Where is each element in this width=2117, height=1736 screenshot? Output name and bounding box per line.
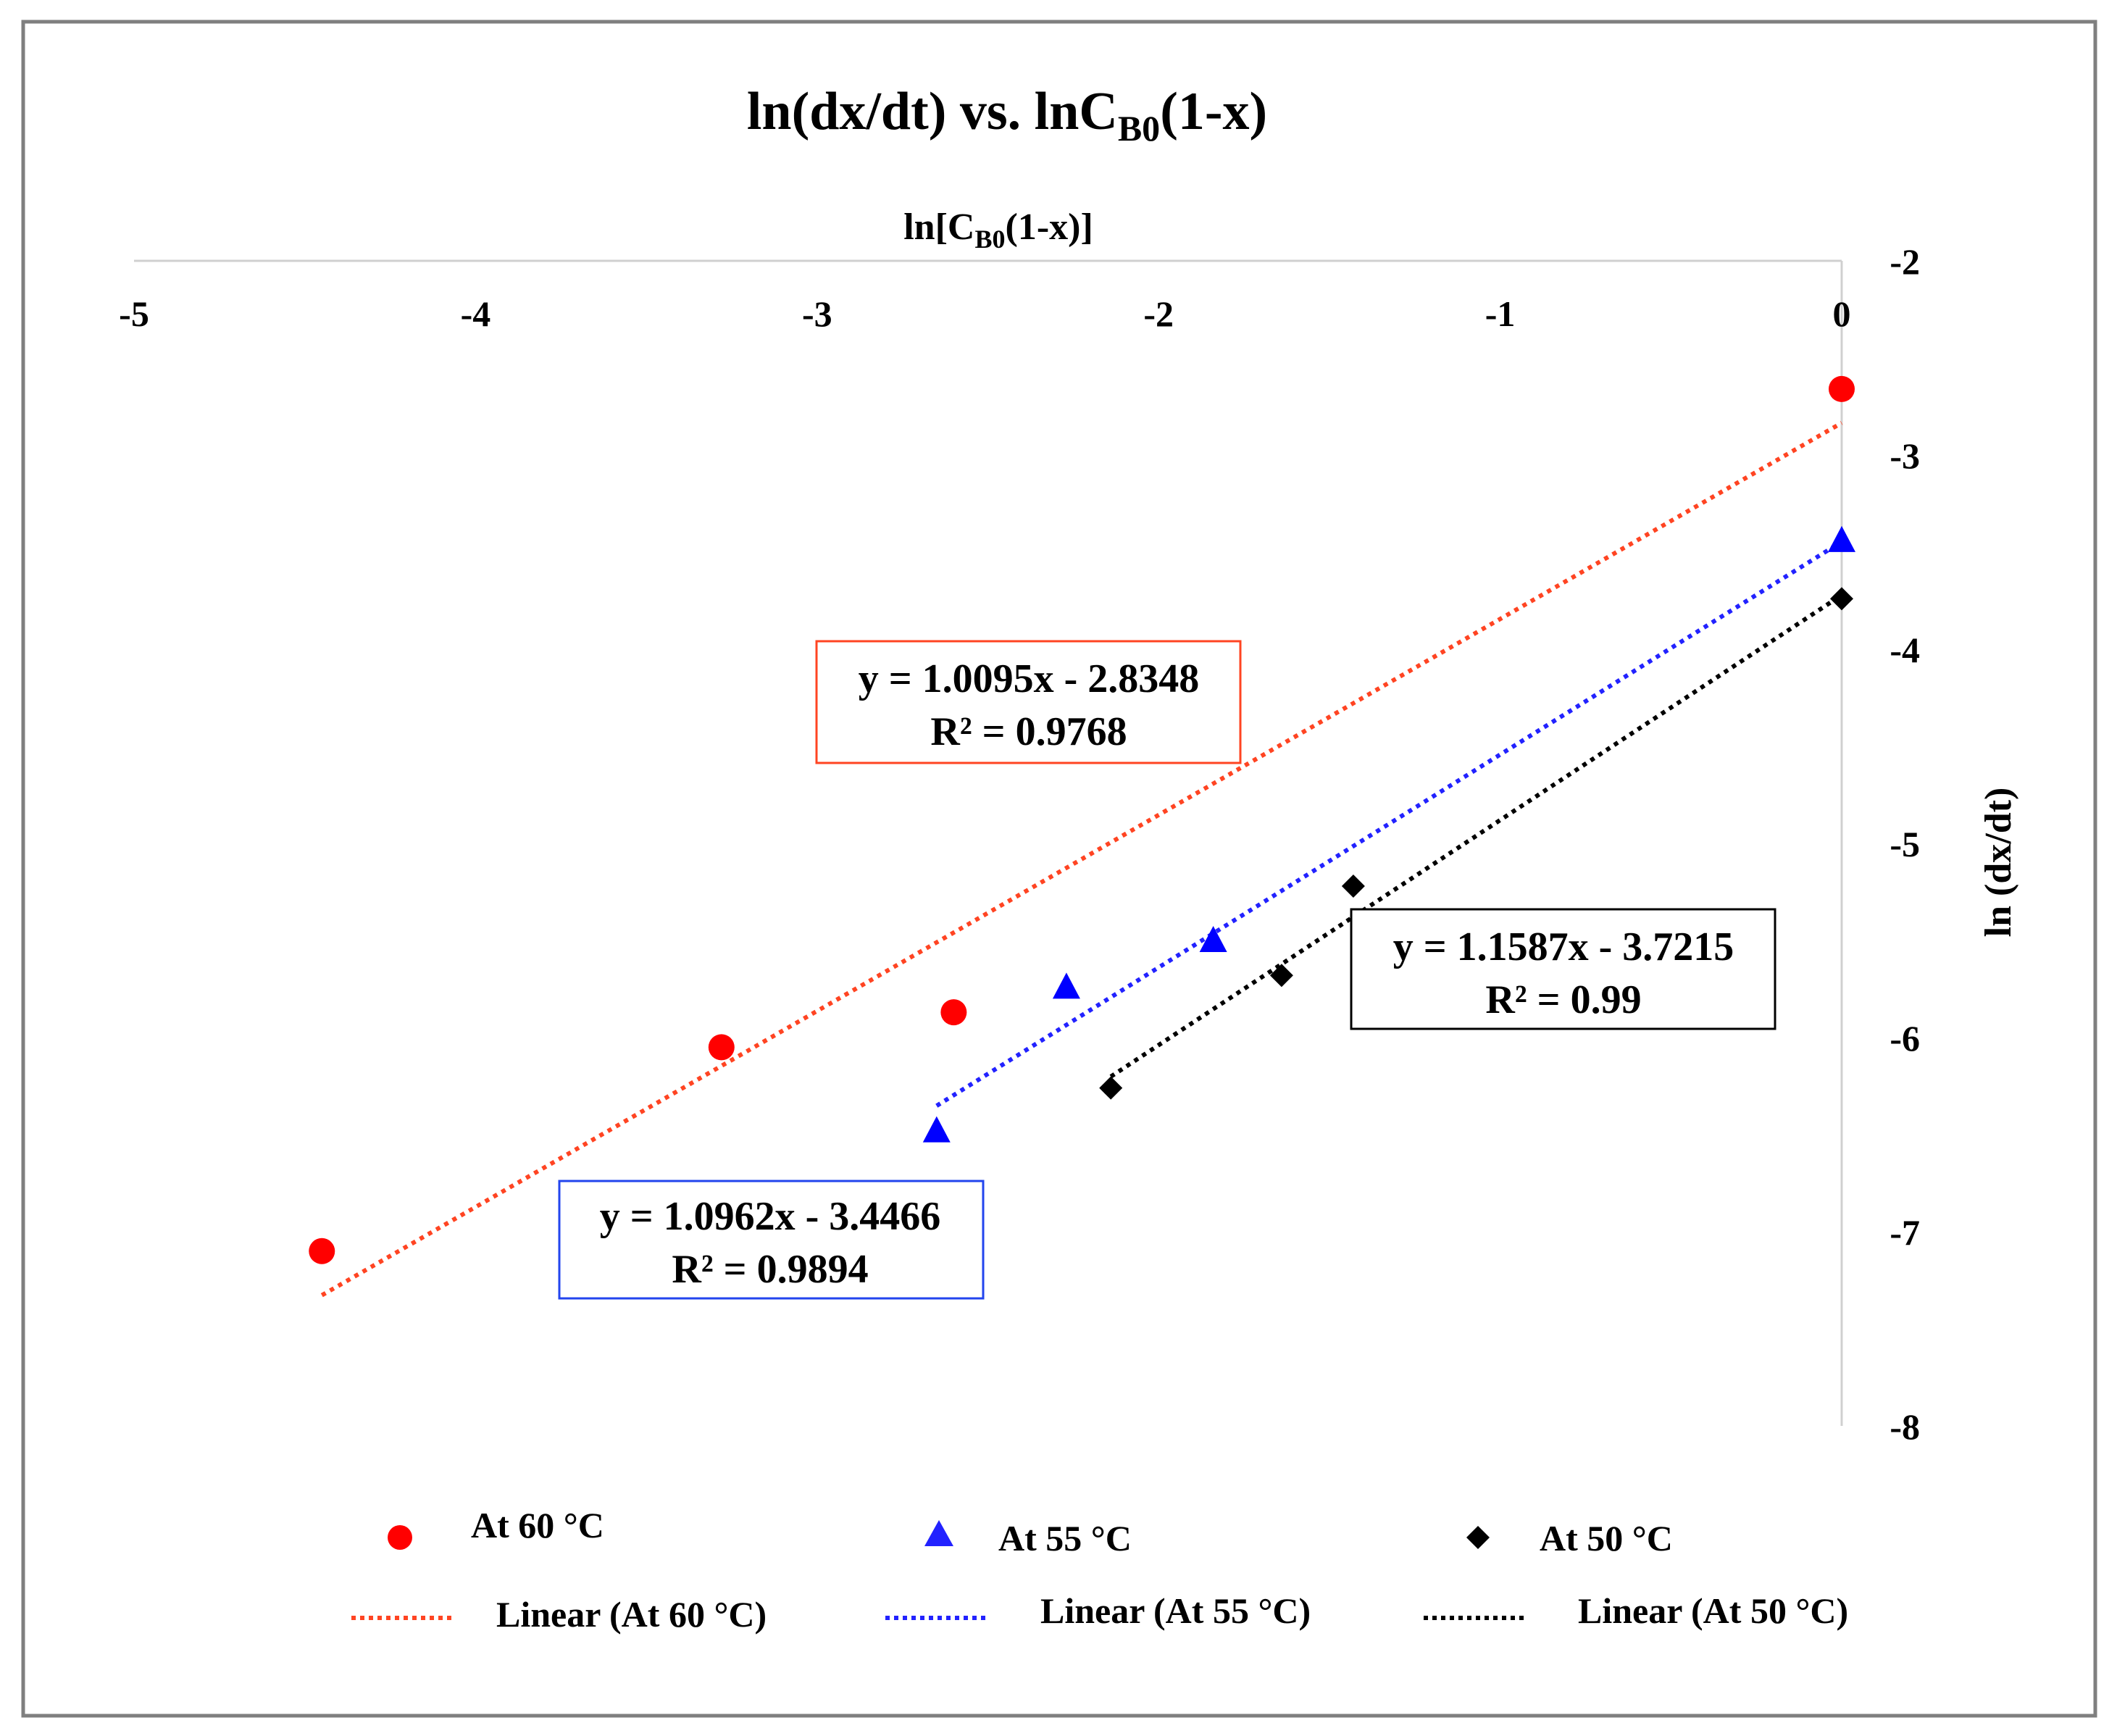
x-tick-label: -5 xyxy=(119,293,149,334)
r2-50: R² = 0.99 xyxy=(1485,977,1641,1022)
legend-label-60: At 60 °C xyxy=(471,1505,604,1545)
x-tick-label: -3 xyxy=(802,293,832,334)
x-tick-label: 0 xyxy=(1833,293,1851,334)
legend-trend-label-55: Linear (At 55 °C) xyxy=(1040,1590,1311,1631)
r2-55: R² = 0.9894 xyxy=(672,1247,868,1292)
data-point-s1-3 xyxy=(1828,525,1855,552)
legend-label-50: At 50 °C xyxy=(1540,1518,1673,1558)
y-axis-label: ln (dx/dt) xyxy=(1978,788,2019,938)
y-tick-label: -8 xyxy=(1890,1406,1920,1447)
x-tick-label: -4 xyxy=(461,293,491,334)
trendline-0 xyxy=(320,421,1843,1298)
r2-60: R² = 0.9768 xyxy=(930,709,1127,754)
data-point-s2-0 xyxy=(1099,1076,1123,1100)
legend-label-55: At 55 °C xyxy=(998,1518,1132,1558)
data-point-s0-3 xyxy=(1829,375,1855,402)
data-point-s1-1 xyxy=(1052,972,1080,999)
x-tick-labels: -5 -4 -3 -2 -1 0 xyxy=(119,293,1850,334)
trendline-1 xyxy=(935,540,1843,1108)
data-point-s2-1 xyxy=(1269,964,1293,988)
equation-box-55: y = 1.0962x - 3.4466 R² = 0.9894 xyxy=(558,1180,985,1300)
legend-trend-label-50: Linear (At 50 °C) xyxy=(1578,1590,1848,1631)
legend: At 60 °C At 55 °C At 50 °C Linear (At 60… xyxy=(351,1505,1848,1635)
chart-title: ln(dx/dt) vs. lnCB0(1-x) xyxy=(747,82,1267,149)
chart-title-tail: (1-x) xyxy=(1160,82,1267,141)
equation-50: y = 1.1587x - 3.7215 xyxy=(1393,925,1734,969)
y-tick-label: -3 xyxy=(1890,435,1920,476)
chart-title-subscript: B0 xyxy=(1118,108,1160,149)
y-tick-label: -6 xyxy=(1890,1018,1920,1059)
equation-box-50: y = 1.1587x - 3.7215 R² = 0.99 xyxy=(1350,908,1776,1030)
data-point-s2-3 xyxy=(1830,587,1853,611)
equation-box-60-frame xyxy=(815,640,1242,764)
equation-box-50-frame xyxy=(1350,908,1776,1030)
trendline-2 xyxy=(1109,593,1843,1079)
data-points xyxy=(309,375,1855,1264)
y-tick-labels: -2 -3 -4 -5 -6 -7 -8 xyxy=(1890,241,1920,1447)
chart-title-main: ln(dx/dt) vs. lnC xyxy=(747,82,1118,141)
legend-trend-label-60: Linear (At 60 °C) xyxy=(496,1594,767,1635)
y-tick-label: -5 xyxy=(1890,824,1920,864)
legend-marker-55 xyxy=(924,1520,953,1546)
data-point-s1-2 xyxy=(1199,926,1227,952)
legend-marker-50 xyxy=(1466,1526,1490,1549)
data-point-s0-2 xyxy=(940,999,967,1026)
chart-border xyxy=(21,20,2097,1718)
x-axis-label-subscript: B0 xyxy=(974,225,1005,254)
data-point-s1-0 xyxy=(922,1116,951,1143)
x-tick-label: -1 xyxy=(1485,293,1516,334)
equation-60: y = 1.0095x - 2.8348 xyxy=(859,656,1200,701)
legend-marker-60 xyxy=(388,1525,412,1550)
data-point-s0-1 xyxy=(708,1034,735,1061)
data-point-s0-0 xyxy=(309,1238,335,1264)
equation-55: y = 1.0962x - 3.4466 xyxy=(600,1194,941,1239)
y-tick-label: -2 xyxy=(1890,241,1920,282)
data-point-s2-2 xyxy=(1341,874,1365,898)
x-axis-label: ln[CB0(1-x)] xyxy=(903,206,1093,254)
x-axis-label-tail: (1-x)] xyxy=(1006,206,1093,248)
equation-box-55-frame xyxy=(558,1180,985,1300)
trendlines xyxy=(320,421,1843,1298)
y-tick-label: -4 xyxy=(1890,630,1920,670)
equation-box-60: y = 1.0095x - 2.8348 R² = 0.9768 xyxy=(815,640,1242,764)
y-tick-label: -7 xyxy=(1890,1212,1920,1253)
x-axis-label-main: ln[C xyxy=(903,206,974,248)
x-tick-label: -2 xyxy=(1143,293,1174,334)
